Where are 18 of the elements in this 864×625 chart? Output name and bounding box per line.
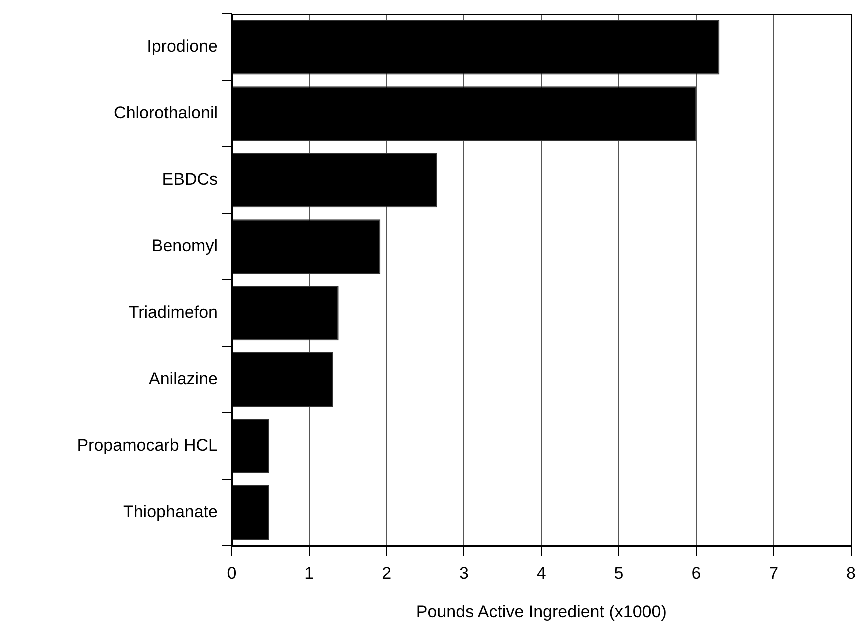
y-tick-label: Thiophanate <box>123 502 218 522</box>
y-tick-label: Anilazine <box>149 370 218 388</box>
x-tick-label: 5 <box>614 564 624 583</box>
y-tick-label: Chlorothalonil <box>114 104 218 123</box>
x-tick-label: 3 <box>459 564 469 583</box>
y-tick-label: Benomyl <box>152 236 218 256</box>
x-tick-label: 7 <box>769 564 779 583</box>
y-tick-label: Propamocarb HCL <box>77 436 218 455</box>
y-tick-label: Triadimefon <box>128 303 218 322</box>
x-tick-label: 4 <box>536 564 546 583</box>
x-tick-label: 2 <box>382 564 392 583</box>
y-tick-label: Iprodione <box>147 37 218 56</box>
x-tick-label: 0 <box>227 564 237 583</box>
x-axis-title: Pounds Active Ingredient (x1000) <box>416 602 667 622</box>
y-tick-label: EBDCs <box>162 170 218 190</box>
x-tick-label: 1 <box>304 564 314 583</box>
x-tick-label: 8 <box>846 564 856 583</box>
x-tick-label: 6 <box>692 564 702 583</box>
